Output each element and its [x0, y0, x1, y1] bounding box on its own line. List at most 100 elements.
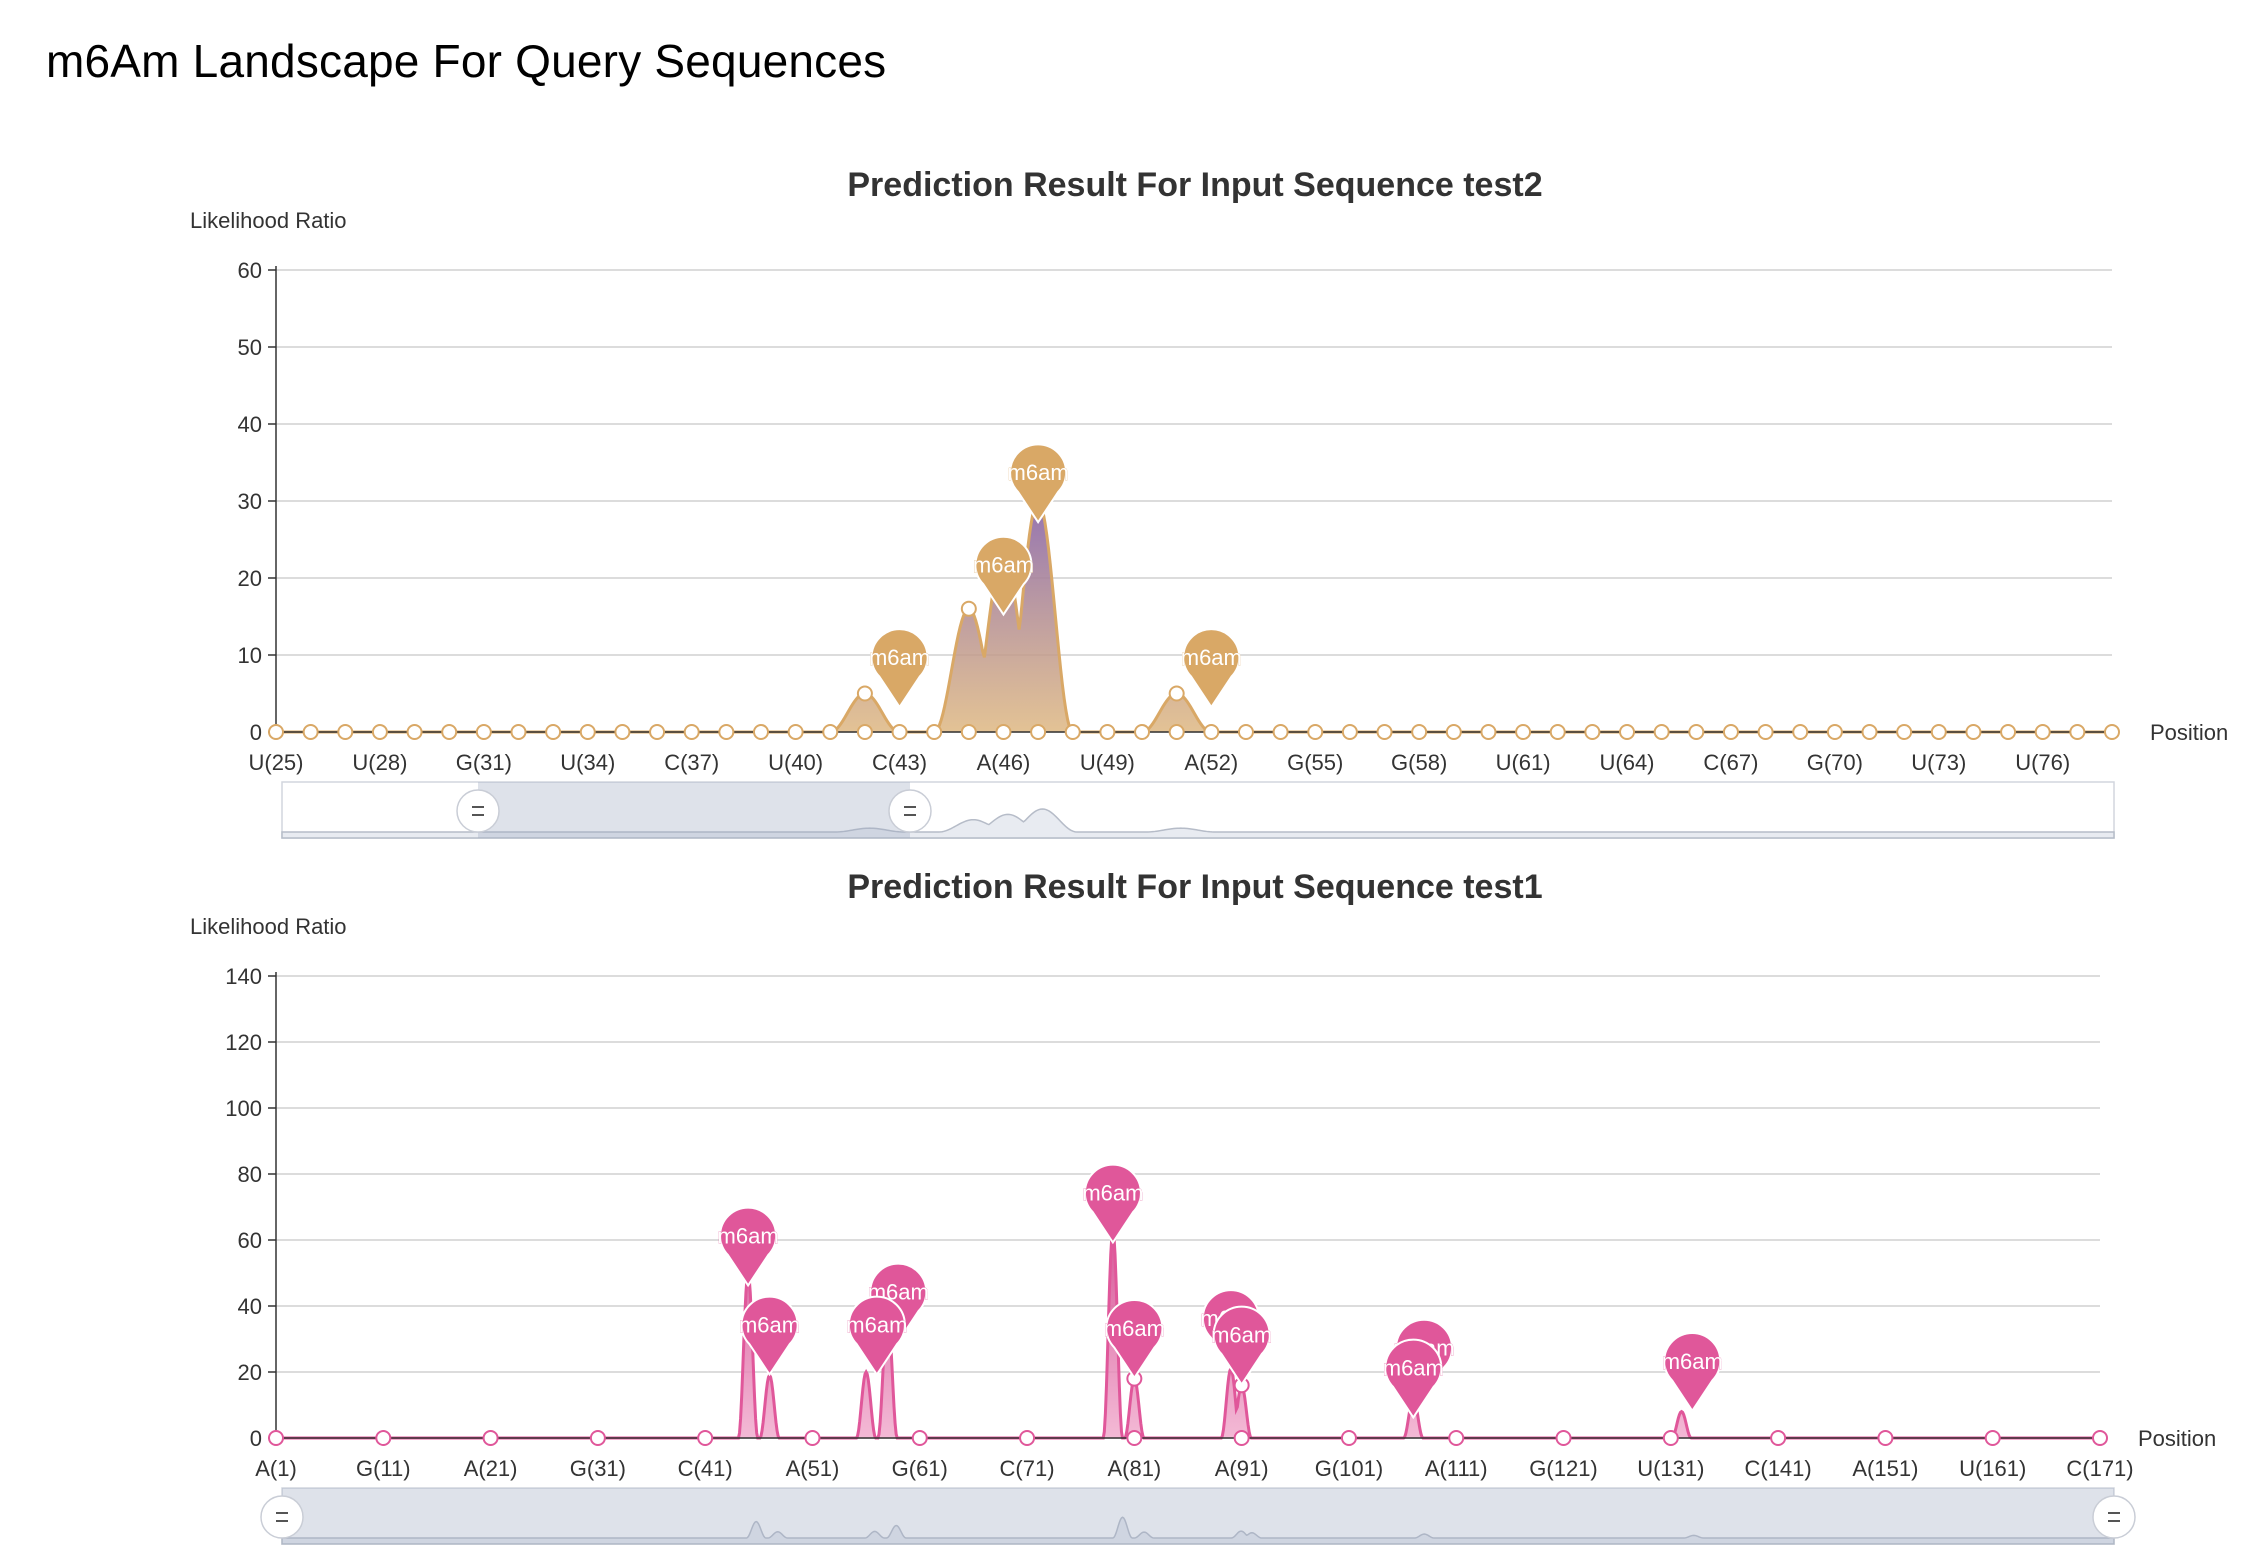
data-point	[2000, 724, 2017, 740]
marker-pin[interactable]: m6am	[1104, 1298, 1165, 1380]
data-point	[683, 724, 700, 740]
data-point	[375, 1430, 392, 1446]
x-tick-label: C(71)	[1000, 1456, 1055, 1481]
data-point	[1099, 724, 1116, 740]
y-tick-label: 10	[238, 643, 262, 668]
data-point	[1168, 685, 1185, 702]
slider-handle-left[interactable]	[260, 1495, 304, 1539]
y-tick-label: 40	[238, 1294, 262, 1319]
data-point	[1792, 724, 1809, 740]
data-point	[1064, 724, 1081, 740]
marker-pin[interactable]: m6am	[1181, 628, 1242, 709]
series-area	[276, 501, 2112, 732]
data-point	[1445, 724, 1462, 740]
data-point	[2104, 724, 2120, 740]
marker-pin[interactable]: m6am	[739, 1295, 800, 1377]
data-point	[1203, 724, 1220, 740]
y-tick-label: 60	[238, 1228, 262, 1253]
data-point	[1757, 724, 1774, 740]
marker-pin[interactable]: m6am	[1383, 1338, 1444, 1420]
marker-pin[interactable]: m6am	[868, 1262, 929, 1344]
data-point	[1134, 724, 1151, 740]
marker-pin[interactable]: m6am	[717, 1206, 779, 1288]
x-tick-label: U(73)	[1911, 750, 1966, 775]
x-tick-label: C(141)	[1744, 1456, 1811, 1481]
data-point	[1549, 724, 1566, 740]
data-point	[268, 1430, 284, 1446]
slider-handle-left[interactable]	[456, 789, 500, 833]
marker-label: m6am	[1008, 460, 1069, 485]
x-tick-label: U(34)	[560, 750, 615, 775]
marker-pin-shape	[1663, 1331, 1722, 1413]
marker-label: m6am	[1082, 1181, 1143, 1206]
data-point	[1376, 724, 1393, 740]
data-point	[995, 724, 1012, 740]
data-point	[856, 724, 873, 740]
marker-pin-shape	[1212, 1305, 1271, 1387]
data-point	[337, 724, 354, 740]
marker-label: m6am	[868, 1280, 929, 1305]
data-point	[1984, 1430, 2001, 1446]
marker-pin-shape	[1009, 443, 1068, 525]
y-tick-label: 0	[250, 720, 262, 745]
marker-pin-shape	[870, 628, 929, 709]
y-tick-label: 40	[238, 412, 262, 437]
data-point	[1307, 724, 1324, 740]
marker-label: m6am	[1104, 1316, 1165, 1341]
marker-pin[interactable]: m6am	[1007, 443, 1069, 525]
x-tick-label: C(37)	[664, 750, 719, 775]
data-point	[1233, 1430, 1250, 1446]
data-point	[1930, 724, 1947, 740]
x-tick-label: U(49)	[1080, 750, 1135, 775]
x-tick-label: U(161)	[1959, 1456, 2026, 1481]
marker-pin-shape	[1083, 1163, 1142, 1245]
data-point	[649, 724, 666, 740]
y-tick-label: 60	[238, 258, 262, 283]
x-tick-label: A(1)	[255, 1456, 297, 1481]
data-point	[475, 724, 492, 740]
marker-pin[interactable]: m6am	[869, 628, 930, 709]
x-tick-label: G(61)	[892, 1456, 948, 1481]
zoom-slider[interactable]	[260, 1487, 2136, 1545]
data-point	[822, 724, 839, 740]
marker-pin[interactable]: m6am	[846, 1295, 908, 1377]
data-point	[510, 724, 527, 740]
data-point	[804, 1430, 821, 1446]
data-point	[545, 724, 562, 740]
y-tick-label: 30	[238, 489, 262, 514]
y-tick-label: 50	[238, 335, 262, 360]
data-point	[302, 724, 319, 740]
marker-label: m6am	[1662, 1349, 1723, 1374]
series-line	[276, 1229, 2100, 1440]
data-point	[1448, 1430, 1465, 1446]
data-point	[1341, 724, 1358, 740]
marker-pin-shape	[740, 1295, 799, 1377]
x-tick-label: G(11)	[356, 1456, 411, 1481]
data-point	[1340, 1430, 1357, 1446]
data-point	[1770, 1430, 1787, 1446]
slider-handle-right[interactable]	[2092, 1495, 2136, 1539]
marker-pin[interactable]: m6am	[973, 535, 1034, 617]
slider-handle-right[interactable]	[888, 789, 932, 833]
chart-test1: Prediction Result For Input Sequence tes…	[190, 868, 2216, 1545]
series-line	[276, 499, 2112, 734]
data-point	[1168, 724, 1185, 740]
chart-test2: Prediction Result For Input Sequence tes…	[190, 166, 2228, 839]
marker-pin[interactable]: m6am	[1662, 1331, 1723, 1413]
x-tick-label: A(151)	[1852, 1456, 1918, 1481]
data-point	[441, 724, 458, 740]
marker-pin-shape	[1105, 1298, 1164, 1380]
x-tick-label: A(51)	[786, 1456, 840, 1481]
data-point	[926, 724, 943, 740]
x-tick-label: C(41)	[678, 1456, 733, 1481]
data-point	[406, 724, 423, 740]
zoom-slider[interactable]	[281, 781, 2115, 839]
data-point	[1126, 1430, 1143, 1446]
data-point	[371, 724, 388, 740]
data-point	[960, 600, 977, 617]
marker-pin[interactable]: m6am	[1211, 1305, 1272, 1387]
x-tick-label: G(70)	[1807, 750, 1863, 775]
marker-pin[interactable]: m6am	[1082, 1163, 1144, 1245]
data-point	[1877, 1430, 1894, 1446]
data-point	[1653, 724, 1670, 740]
